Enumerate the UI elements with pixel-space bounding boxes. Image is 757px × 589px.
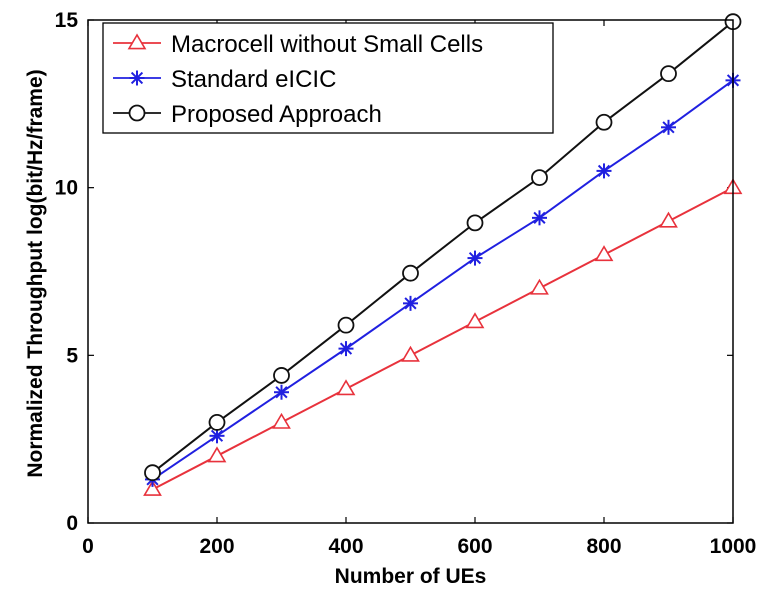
data-point xyxy=(596,163,612,179)
data-point xyxy=(467,250,483,266)
data-point xyxy=(336,379,356,396)
x-tick-label: 600 xyxy=(457,535,492,558)
legend-entry: Proposed Approach xyxy=(113,101,382,128)
x-tick-label: 0 xyxy=(82,535,94,558)
series-asterisk xyxy=(145,72,741,487)
series-line xyxy=(151,20,734,474)
x-tick-label: 400 xyxy=(328,535,363,558)
y-tick-label: 5 xyxy=(66,344,78,367)
legend: Macrocell without Small Cells Standard eI… xyxy=(102,22,554,134)
data-point xyxy=(208,413,226,431)
data-point xyxy=(465,312,485,329)
data-point xyxy=(659,211,678,228)
data-point xyxy=(532,210,547,226)
data-point xyxy=(530,278,549,295)
data-point xyxy=(403,295,418,311)
x-axis-title: Number of UEs xyxy=(335,565,487,588)
series-line xyxy=(152,186,734,491)
plot-area-frame xyxy=(87,19,734,524)
data-point xyxy=(209,428,225,444)
data-point xyxy=(661,119,676,135)
series-line xyxy=(151,79,734,481)
x-tick-label: 800 xyxy=(586,535,621,558)
data-point xyxy=(337,316,355,334)
series-triangle xyxy=(143,178,743,496)
data-point xyxy=(144,464,161,482)
data-point xyxy=(274,384,289,400)
data-point xyxy=(594,245,614,262)
axis-ticks: 0 200 400 600 800 1000 0 5 10 15 xyxy=(55,9,757,558)
data-point xyxy=(273,367,290,384)
x-tick-label: 200 xyxy=(199,535,234,558)
legend-box xyxy=(102,22,554,134)
data-point xyxy=(595,113,613,131)
data-point xyxy=(402,264,419,282)
y-tick-label: 10 xyxy=(55,177,78,200)
x-tick-label: 1000 xyxy=(710,535,757,558)
legend-marker xyxy=(128,104,146,122)
y-tick-label: 15 xyxy=(55,9,79,32)
data-point xyxy=(466,214,484,232)
data-point xyxy=(338,341,354,357)
legend-marker xyxy=(129,70,145,86)
legend-marker xyxy=(127,33,147,50)
series-layer xyxy=(143,13,743,496)
y-axis-title: Normalized Throughput log(bit/Hz/frame) xyxy=(24,69,47,477)
data-point xyxy=(531,169,548,187)
legend-entry: Macrocell without Small Cells xyxy=(113,31,483,58)
legend-label: Proposed Approach xyxy=(171,101,382,128)
y-tick-label: 0 xyxy=(66,512,78,535)
data-point xyxy=(272,412,291,429)
legend-label: Standard eICIC xyxy=(171,66,336,93)
data-point xyxy=(143,479,162,496)
data-point xyxy=(207,446,227,463)
data-point xyxy=(401,345,420,362)
legend-entry: Standard eICIC xyxy=(113,66,336,93)
legend-label: Macrocell without Small Cells xyxy=(171,31,483,58)
data-point xyxy=(660,65,677,83)
series-circle xyxy=(144,13,742,482)
